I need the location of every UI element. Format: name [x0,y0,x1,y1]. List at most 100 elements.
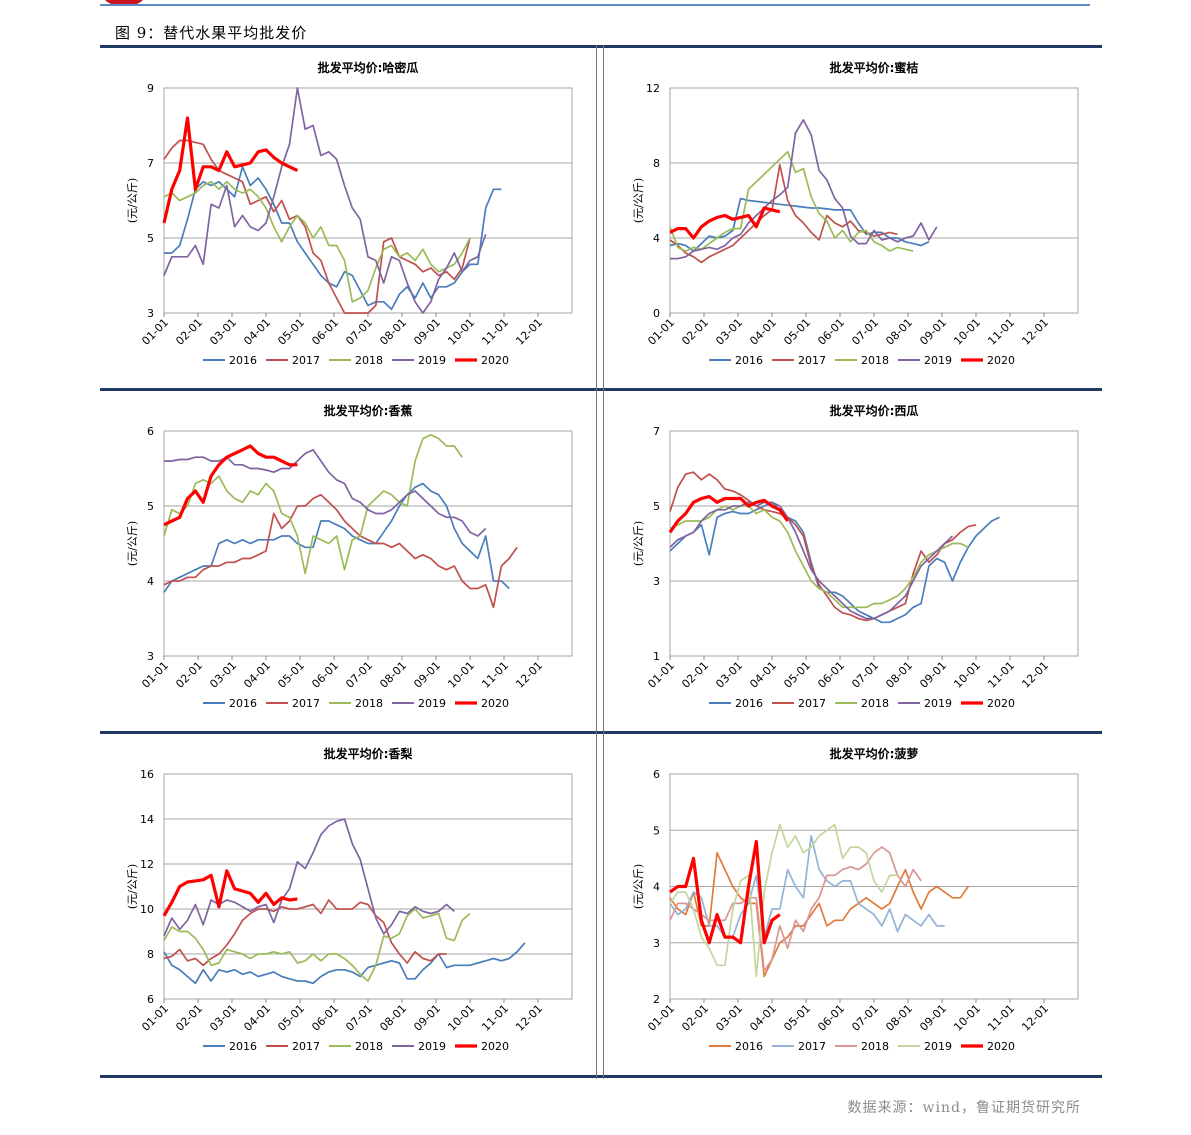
x-tick-label: 10-01 [951,659,983,691]
y-tick-label: 12 [140,858,154,871]
series-line-2020 [163,444,298,527]
y-tick-label: 5 [147,500,154,513]
y-tick-label: 6 [147,425,154,438]
series-line-2017 [163,139,471,314]
x-tick-label: 08-01 [883,1002,915,1034]
frame-rule-row1 [100,388,1102,391]
legend-label-2017: 2017 [292,697,320,710]
x-tick-label: 04-01 [241,316,273,348]
x-tick-label: 04-01 [747,316,779,348]
x-tick-label: 03-01 [207,1002,239,1034]
x-tick-label: 05-01 [275,1002,307,1034]
y-tick-label: 12 [646,82,660,95]
x-tick-label: 06-01 [815,316,847,348]
legend-label-2020: 2020 [987,354,1015,367]
chart-title: 批发平均价:蜜桔 [830,60,919,75]
x-tick-label: 02-01 [679,1002,711,1034]
series-line-2019 [164,448,487,537]
legend-label-2018: 2018 [861,354,889,367]
x-tick-label: 10-01 [445,316,477,348]
x-tick-label: 07-01 [343,316,375,348]
series-line-2016 [163,482,510,593]
frame-rule-bottom [100,1075,1102,1078]
chart-panel-hami-melon: 批发平均价:哈密瓜 3 5 7 9 (元/公斤) 01-01 02-01 03-01 04-01 0… [100,48,596,388]
x-tick-label: 08-01 [377,659,409,691]
x-tick-label: 01-01 [139,316,171,348]
chart-title: 批发平均价:哈密瓜 [318,60,419,75]
x-tick-label: 11-01 [479,659,511,691]
x-tick-label: 02-01 [173,1002,205,1034]
x-tick-label: 07-01 [343,1002,375,1034]
chart-title: 批发平均价:香蕉 [324,403,413,418]
legend-label-2018: 2018 [355,697,383,710]
series-line-2020 [162,116,299,224]
series-line-2020 [669,206,781,240]
series-line-2019 [163,818,455,937]
x-tick-label: 09-01 [411,316,443,348]
x-tick-label: 06-01 [815,659,847,691]
series-line-2019 [163,87,487,314]
y-tick-label: 1 [653,650,660,663]
chart-panel-banana: 批发平均价:香蕉 3 4 5 6 (元/公斤) 01-01 02-01 03-01 04-01 05… [100,391,596,731]
legend-label-2019: 2019 [418,354,446,367]
x-tick-label: 05-01 [275,659,307,691]
y-tick-label: 4 [653,881,660,894]
series-line-2017 [669,164,898,264]
x-tick-label: 10-01 [445,1002,477,1034]
frame-rule-top [100,45,1102,48]
legend-label-2019: 2019 [924,354,952,367]
y-tick-label: 7 [147,157,154,170]
y-axis-label: (元/公斤) [126,864,139,909]
series-line-2018 [669,846,922,972]
x-tick-label: 08-01 [377,316,409,348]
series-line-2016 [164,165,502,311]
series-line-2016 [669,851,969,978]
legend-label-2017: 2017 [798,354,826,367]
series-line-2018 [669,505,969,609]
series-line-2020 [162,869,298,917]
x-tick-label: 11-01 [479,316,511,348]
y-axis-label: (元/公斤) [126,178,139,223]
x-tick-label: 09-01 [411,659,443,691]
series-line-2017 [163,493,518,609]
y-tick-label: 5 [653,824,660,837]
legend-label-2016: 2016 [735,1040,763,1053]
frame-divider-left [596,45,597,1079]
x-tick-label: 05-01 [781,659,813,691]
x-tick-label: 04-01 [241,659,273,691]
y-axis-label: (元/公斤) [632,864,645,909]
series-line-2016 [163,942,526,985]
x-tick-label: 12-01 [1019,316,1051,348]
y-tick-label: 5 [147,232,154,245]
chart-panel-korla-pear: 批发平均价:香梨 6 8 10 12 14 16 (元/公斤) 01-01 02-01 03-01 0… [100,734,596,1074]
x-tick-label: 12-01 [1019,659,1051,691]
frame-divider-right [603,45,604,1079]
legend-label-2016: 2016 [229,354,257,367]
x-tick-label: 07-01 [849,316,881,348]
x-tick-label: 04-01 [747,659,779,691]
y-tick-label: 10 [140,903,154,916]
x-tick-label: 09-01 [917,659,949,691]
series-line-2018 [163,433,463,575]
y-tick-label: 3 [653,937,660,950]
chart-title: 批发平均价:西瓜 [830,403,919,418]
legend-label-2020: 2020 [481,1040,509,1053]
y-tick-label: 4 [653,232,660,245]
legend-label-2018: 2018 [861,1040,889,1053]
chart-panel-pineapple: 批发平均价:菠萝 2 3 4 5 6 (元/公斤) 01-01 02-01 03-01 04-01 0… [606,734,1102,1074]
x-tick-label: 01-01 [645,659,677,691]
x-tick-label: 04-01 [747,1002,779,1034]
x-tick-label: 11-01 [479,1002,511,1034]
x-tick-label: 10-01 [951,316,983,348]
legend-label-2019: 2019 [418,1040,446,1053]
x-tick-label: 03-01 [713,659,745,691]
legend-label-2017: 2017 [798,697,826,710]
series-line-2019 [670,119,938,260]
x-tick-label: 09-01 [917,1002,949,1034]
chart-watermelon: 批发平均价:西瓜 1 3 5 7 (元/公斤) 01-01 02-01 03-01 04-01 05… [632,403,1079,710]
x-tick-label: 03-01 [207,316,239,348]
y-tick-label: 7 [653,425,660,438]
